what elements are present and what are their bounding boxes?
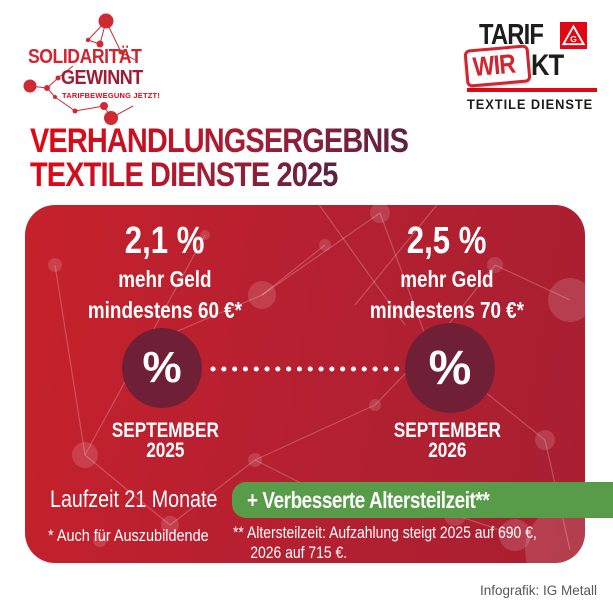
title-line1: VERHANDLUNGSERGEBNIS: [30, 122, 409, 160]
more-money-2026-label: mehr Geld: [400, 266, 494, 292]
duration-text: Laufzeit 21 Monate: [50, 486, 254, 514]
logo-subline: TEXTILE DIENSTE: [467, 97, 594, 112]
solidarity-logo: SOLIDARITÄT GEWINNT TARIFBEWEGUNG JETZT!: [15, 8, 200, 126]
percent-2025-value: 2,1 %: [125, 220, 205, 262]
wir-stamp: WIR: [463, 44, 533, 88]
logo-red-rule: [467, 88, 597, 92]
credit-text: Infografik: IG Metall: [479, 583, 597, 598]
year-2026: 2026: [427, 439, 467, 462]
month-2026: SEPTEMBER: [393, 419, 501, 442]
percent-2025: 2,1 %: [25, 219, 305, 263]
more-money-2025: mehr Geld: [25, 267, 305, 291]
wir-word: WIR: [471, 48, 517, 83]
kt-word: KT: [531, 49, 564, 82]
network-nodes-icon: [23, 13, 136, 125]
month-2025: SEPTEMBER: [111, 419, 219, 442]
solidarity-line1: SOLIDARITÄT: [28, 46, 142, 68]
minimum-2025-label: mindestens 60 €*: [87, 297, 243, 323]
percent-2026-value: 2,5 %: [407, 220, 487, 262]
percent-2026: 2,5 %: [307, 219, 585, 263]
page-title: VERHANDLUNGSERGEBNIS TEXTILE DIENSTE 202…: [30, 124, 475, 192]
more-money-2025-label: mehr Geld: [118, 266, 212, 292]
minimum-2025: mindestens 60 €*: [25, 298, 305, 322]
date-2026: SEPTEMBER 2026: [307, 419, 585, 462]
percent-badge-2025: %: [122, 328, 202, 408]
footnote-trainees-label: * Auch für Auszubildende: [48, 526, 209, 545]
tarif-wirkt-logo: TARIF G WIR KT TEXTILE DIENSTE: [463, 19, 599, 112]
column-2026: 2,5 % mehr Geld mindestens 70 €*: [307, 219, 585, 322]
tarif-wirkt-row2: WIR KT: [463, 44, 599, 88]
svg-text:G: G: [570, 33, 577, 43]
solidarity-line2: GEWINNT: [61, 67, 143, 89]
footnote-altersteilzeit-line1: ** Altersteilzeit: Aufzahlung steigt 202…: [233, 523, 537, 542]
tarif-wirkt-row1: TARIF G: [467, 19, 599, 51]
year-2025: 2025: [145, 439, 185, 462]
footnote-altersteilzeit-line2: 2026 auf 715 €.: [250, 543, 348, 562]
dotted-timeline: [210, 366, 406, 372]
column-2025: 2,1 % mehr Geld mindestens 60 €*: [25, 219, 305, 322]
minimum-2026-label: mindestens 70 €*: [369, 297, 525, 323]
altersteilzeit-banner: + Verbesserte Altersteilzeit**: [232, 482, 613, 518]
more-money-2026: mehr Geld: [307, 267, 585, 291]
footnote-altersteilzeit: ** Altersteilzeit: Aufzahlung steigt 202…: [233, 523, 585, 563]
minimum-2026: mindestens 70 €*: [307, 298, 585, 322]
footnote-trainees: * Auch für Auszubildende: [48, 526, 237, 546]
date-2025: SEPTEMBER 2025: [25, 419, 305, 462]
duration-label: Laufzeit 21 Monate: [50, 486, 218, 513]
altersteilzeit-banner-label: + Verbesserte Altersteilzeit**: [247, 486, 490, 513]
percent-badge-2026: %: [405, 323, 495, 413]
solidarity-line3: TARIFBEWEGUNG JETZT!: [62, 91, 161, 100]
ig-metall-logo-icon: G: [560, 21, 588, 49]
title-line2: TEXTILE DIENSTE 2025: [30, 156, 338, 194]
